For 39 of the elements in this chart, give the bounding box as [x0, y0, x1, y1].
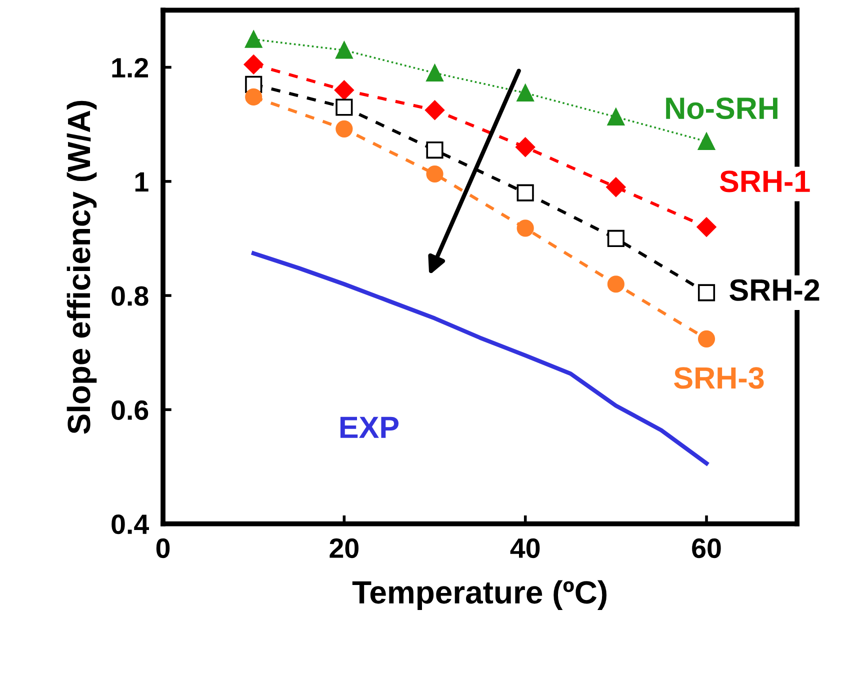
point [698, 284, 716, 302]
point [426, 165, 444, 183]
point [516, 137, 536, 157]
point [606, 177, 626, 197]
point [698, 330, 716, 348]
point [425, 100, 445, 120]
x-tick-label: 60 [692, 538, 721, 558]
y-tick-label: 0.4 [112, 514, 149, 534]
point [516, 84, 534, 102]
y-tick-label: 1.2 [112, 58, 148, 78]
point [426, 141, 444, 159]
y-tick-label: 0.6 [112, 400, 148, 420]
point [245, 30, 262, 48]
point [244, 54, 264, 74]
x-tick-label: 20 [330, 538, 358, 558]
y-tick-label: 0.8 [112, 286, 148, 306]
point [245, 88, 262, 106]
point [334, 80, 354, 100]
series-label: SRH-2 [730, 279, 820, 301]
text: EXP [340, 416, 399, 438]
point [696, 217, 716, 237]
series-label: SRH-1 [720, 170, 810, 192]
series-label: No-SRH [666, 97, 778, 120]
point [607, 276, 624, 293]
y-axis-title: Slope efficiency (W/A) [66, 100, 97, 434]
x-tick-label: 40 [510, 538, 540, 558]
point [698, 132, 716, 150]
y-tick-label: 1 [135, 172, 148, 192]
x-axis-title: Temperature (ºC) [352, 580, 606, 610]
point [607, 230, 624, 248]
point [426, 64, 444, 82]
point [516, 220, 534, 237]
point [336, 42, 353, 59]
point [336, 98, 353, 116]
point [607, 108, 624, 126]
x-tick-label: 0 [156, 538, 170, 558]
series-label: SRH-3 [674, 367, 764, 389]
point [336, 120, 353, 138]
point [516, 184, 534, 202]
